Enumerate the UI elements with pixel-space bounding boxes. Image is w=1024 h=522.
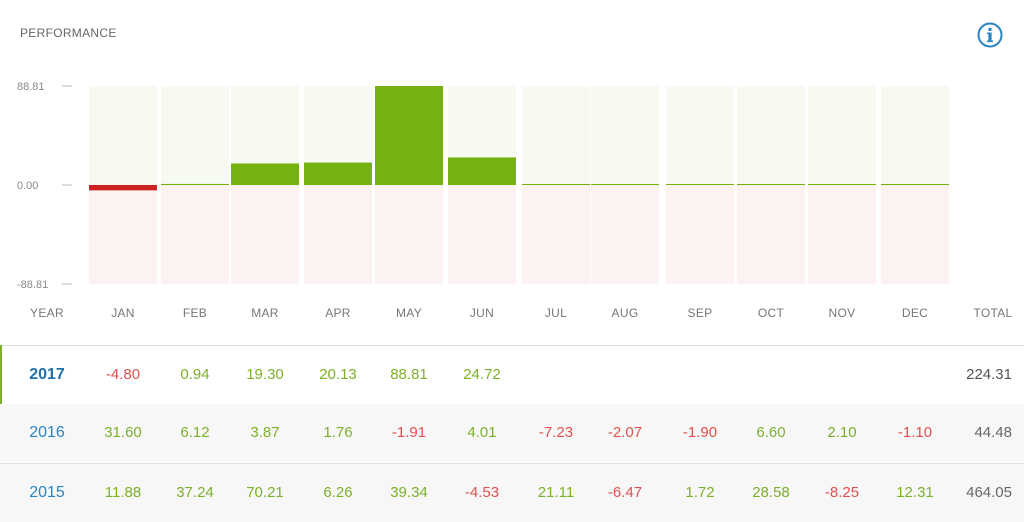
value-cell-may: 88.81 — [390, 366, 428, 383]
value-cell-mar: 19.30 — [246, 366, 284, 383]
value-cell-apr: 1.76 — [323, 424, 353, 441]
header-oct: OCT — [757, 306, 785, 320]
header-jun: JUN — [469, 306, 495, 320]
total-cell: 224.31 — [966, 366, 1012, 383]
value-cell-jan: -4.80 — [105, 366, 141, 383]
value-cell-jan: 11.88 — [104, 484, 142, 501]
bar-aug[interactable] — [591, 184, 659, 185]
y-tick-label: -88.81 — [17, 279, 48, 291]
column-bg-negative — [737, 185, 805, 284]
column-bg-positive — [591, 86, 659, 185]
column-bg-negative — [666, 185, 734, 284]
column-bg-negative — [522, 185, 590, 284]
selected-row-accent — [0, 345, 2, 405]
value-cell-dec: -1.10 — [897, 424, 933, 441]
header-year: YEAR — [30, 306, 64, 320]
value-cell-sep: -1.90 — [682, 424, 718, 441]
bar-may[interactable] — [375, 86, 443, 185]
value-cell-apr: 6.26 — [323, 484, 353, 501]
column-bg-negative — [808, 185, 876, 284]
table-row-2015[interactable]: 2015 11.88 37.24 70.21 6.26 39.34 -4.53 21.11 -6… — [0, 463, 1024, 522]
column-bg-negative — [591, 185, 659, 284]
header-total: TOTAL — [973, 306, 1013, 320]
value-cell-jul: -7.23 — [538, 424, 574, 441]
header-jan: JAN — [111, 306, 135, 320]
column-bg-positive — [808, 86, 876, 185]
value-cell-aug: -6.47 — [607, 484, 643, 501]
header-sep: SEP — [687, 306, 713, 320]
bar-dec[interactable] — [881, 184, 949, 185]
column-bg-negative — [881, 185, 949, 284]
value-cell-jan: 31.60 — [104, 424, 142, 441]
value-cell-nov: -8.25 — [824, 484, 860, 501]
value-cell-jul: 21.11 — [537, 484, 575, 501]
column-bg-negative — [89, 185, 157, 284]
column-bg-positive — [881, 86, 949, 185]
column-bg-positive — [161, 86, 229, 185]
bar-jun[interactable] — [448, 157, 516, 185]
header-feb: FEB — [182, 306, 208, 320]
value-cell-mar: 3.87 — [250, 424, 280, 441]
header-may: MAY — [395, 306, 422, 320]
column-bg-negative — [231, 185, 299, 284]
year-cell[interactable]: 2017 — [29, 366, 65, 383]
value-cell-jun: -4.53 — [464, 484, 500, 501]
value-cell-feb: 0.94 — [180, 366, 210, 383]
value-cell-sep: 1.72 — [685, 484, 715, 501]
column-bg-negative — [304, 185, 372, 284]
bar-sep[interactable] — [666, 184, 734, 185]
column-bg-positive — [522, 86, 590, 185]
header-jul: JUL — [544, 306, 568, 320]
header-mar: MAR — [251, 306, 279, 320]
header-nov: NOV — [828, 306, 856, 320]
value-cell-dec: 12.31 — [896, 484, 934, 501]
bar-mar[interactable] — [231, 163, 299, 185]
y-tick-label: 0.00 — [17, 180, 38, 192]
year-cell[interactable]: 2016 — [29, 424, 65, 441]
column-bg-positive — [737, 86, 805, 185]
column-bg-negative — [448, 185, 516, 284]
bar-apr[interactable] — [304, 162, 372, 185]
column-bg-negative — [161, 185, 229, 284]
value-cell-may: 39.34 — [390, 484, 428, 501]
value-cell-oct: 28.58 — [752, 484, 790, 501]
header-dec: DEC — [901, 306, 929, 320]
value-cell-nov: 2.10 — [827, 424, 857, 441]
total-cell: 44.48 — [974, 424, 1012, 441]
value-cell-may: -1.91 — [391, 424, 427, 441]
y-tick-label: 88.81 — [17, 81, 45, 93]
header-apr: APR — [325, 306, 351, 320]
year-cell[interactable]: 2015 — [29, 484, 65, 501]
info-icon[interactable] — [977, 22, 1003, 48]
bar-oct[interactable] — [737, 184, 805, 185]
header-aug: AUG — [611, 306, 639, 320]
value-cell-jun: 24.72 — [463, 366, 501, 383]
value-cell-aug: -2.07 — [607, 424, 643, 441]
value-cell-apr: 20.13 — [319, 366, 357, 383]
table-row-2017[interactable]: 2017 -4.80 0.94 19.30 20.13 88.81 24.72 224.31 — [0, 345, 1024, 405]
bar-jan[interactable] — [89, 185, 157, 191]
bar-feb[interactable] — [161, 183, 229, 185]
chart-title: PERFORMANCE — [20, 26, 117, 40]
value-cell-oct: 6.60 — [756, 424, 786, 441]
total-cell: 464.05 — [966, 484, 1012, 501]
value-cell-feb: 37.24 — [176, 484, 214, 501]
table-row-2016[interactable]: 2016 31.60 6.12 3.87 1.76 -1.91 4.01 -7.23 -2.07… — [0, 404, 1024, 462]
value-cell-feb: 6.12 — [180, 424, 210, 441]
bar-nov[interactable] — [808, 184, 876, 185]
value-cell-jun: 4.01 — [467, 424, 497, 441]
column-bg-positive — [89, 86, 157, 185]
bar-jul[interactable] — [522, 184, 590, 185]
column-bg-negative — [375, 185, 443, 284]
column-bg-positive — [666, 86, 734, 185]
performance-chart: 88.81 0.00 -88.81 — [17, 81, 949, 291]
value-cell-mar: 70.21 — [246, 484, 284, 501]
